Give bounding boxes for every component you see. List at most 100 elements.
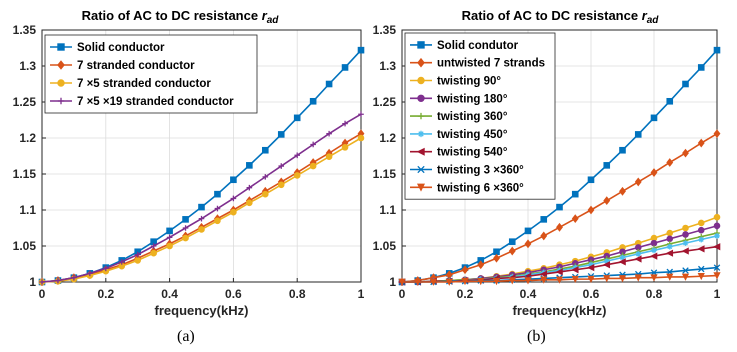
data-point bbox=[697, 138, 705, 148]
legend-label: twisting 6 ×360° bbox=[437, 182, 524, 194]
chart-panel-b: 0 0.2 0.4 0.6 0.8 1 1 1.05 1.1 1.15 1.2 1.25 1.3 1.35… bbox=[373, 8, 721, 318]
data-point bbox=[682, 148, 689, 158]
y-tick-label: 1 bbox=[389, 275, 396, 289]
data-point bbox=[634, 177, 642, 187]
x-tick-label: 0.2 bbox=[457, 287, 474, 301]
data-point bbox=[134, 251, 141, 258]
data-point bbox=[539, 270, 548, 278]
data-point bbox=[556, 222, 563, 232]
data-point bbox=[198, 226, 205, 233]
data-point bbox=[650, 239, 658, 247]
data-point bbox=[294, 152, 300, 159]
data-point bbox=[650, 252, 658, 260]
data-point bbox=[262, 190, 269, 198]
chart-title-text: Ratio of AC to DC resistance bbox=[82, 8, 262, 23]
legend-marker bbox=[416, 183, 426, 192]
y-tick-label: 1.1 bbox=[379, 203, 396, 217]
y-tick-label: 1 bbox=[29, 275, 36, 289]
data-point bbox=[414, 278, 422, 286]
data-point bbox=[651, 247, 657, 254]
data-point bbox=[555, 268, 563, 276]
data-point bbox=[587, 176, 595, 184]
chart-title: Ratio of AC to DC resistance rad bbox=[462, 8, 660, 26]
legend-marker bbox=[57, 43, 65, 51]
legend-label: 7 stranded conductor bbox=[77, 60, 195, 72]
data-point bbox=[429, 278, 438, 286]
data-point bbox=[697, 226, 705, 234]
series-9 bbox=[398, 272, 721, 286]
data-point bbox=[357, 46, 365, 54]
data-point bbox=[571, 275, 579, 284]
data-point bbox=[666, 273, 674, 281]
data-point bbox=[166, 227, 173, 235]
data-point bbox=[230, 195, 237, 202]
data-point bbox=[309, 162, 317, 170]
x-tick-label: 0.4 bbox=[520, 287, 537, 301]
y-tick-label: 1.25 bbox=[373, 95, 397, 109]
data-point bbox=[540, 216, 548, 223]
data-point bbox=[166, 242, 173, 250]
data-point bbox=[713, 222, 721, 230]
data-point bbox=[619, 186, 626, 196]
data-point bbox=[198, 203, 205, 211]
data-point bbox=[214, 190, 221, 198]
legend-label: twisting 360° bbox=[437, 111, 508, 123]
y-tick-label: 1.3 bbox=[379, 59, 396, 73]
y-tick-label: 1.2 bbox=[379, 131, 396, 145]
x-axis-label: frequency(kHz) bbox=[513, 303, 607, 318]
legend-item: 7 ×5 stranded conductor bbox=[50, 78, 211, 90]
legend-item: twisting 90° bbox=[410, 76, 501, 88]
data-point bbox=[713, 272, 721, 280]
legend-marker bbox=[417, 76, 425, 85]
data-point bbox=[603, 258, 610, 264]
data-point bbox=[309, 97, 317, 105]
data-point bbox=[326, 130, 332, 137]
legend-label: twisting 180° bbox=[437, 93, 508, 105]
data-point bbox=[571, 266, 579, 274]
data-point bbox=[650, 114, 658, 122]
legend-box bbox=[44, 34, 258, 114]
data-point bbox=[230, 176, 237, 184]
data-point bbox=[358, 111, 364, 118]
data-point bbox=[492, 277, 501, 286]
data-point bbox=[619, 254, 626, 261]
data-point bbox=[682, 231, 689, 238]
legend-item: twisting 3 ×360° bbox=[410, 165, 524, 177]
data-point bbox=[508, 238, 516, 245]
data-point bbox=[461, 277, 469, 286]
data-point bbox=[666, 229, 674, 237]
legend-marker bbox=[57, 79, 65, 87]
x-axis-label: frequency(kHz) bbox=[155, 303, 249, 318]
data-point bbox=[697, 245, 705, 253]
data-point bbox=[666, 235, 674, 243]
data-point bbox=[310, 141, 316, 148]
data-point bbox=[571, 214, 579, 224]
data-point bbox=[246, 162, 253, 169]
data-point bbox=[293, 172, 301, 179]
data-point bbox=[277, 131, 285, 138]
data-point bbox=[277, 181, 285, 189]
x-tick-label: 0.8 bbox=[289, 287, 306, 301]
legend-item: twisting 360° bbox=[410, 111, 508, 123]
y-tick-label: 1.1 bbox=[19, 203, 36, 217]
panel-label-a: (a) bbox=[177, 328, 195, 345]
legend-label: untwisted 7 strands bbox=[437, 58, 545, 70]
data-point bbox=[87, 270, 93, 277]
data-point bbox=[666, 97, 674, 105]
data-point bbox=[246, 199, 253, 207]
data-point bbox=[572, 264, 579, 271]
x-tick-label: 1 bbox=[358, 287, 365, 301]
legend-label: twisting 90° bbox=[437, 76, 501, 88]
data-point bbox=[182, 216, 189, 223]
data-point bbox=[39, 279, 45, 285]
data-point bbox=[634, 255, 642, 263]
x-tick-label: 0 bbox=[399, 287, 406, 301]
chart-panel-a: 0 0.2 0.4 0.6 0.8 1 1 1.05 1.1 1.15 1.2 1.25 1.3 1.35… bbox=[13, 8, 365, 318]
chart-title-subscript: ad bbox=[267, 15, 280, 26]
data-point bbox=[325, 80, 333, 88]
legend-item: twisting 6 ×360° bbox=[410, 182, 524, 194]
data-point bbox=[587, 263, 595, 272]
data-point bbox=[134, 257, 141, 264]
data-point bbox=[635, 251, 642, 257]
